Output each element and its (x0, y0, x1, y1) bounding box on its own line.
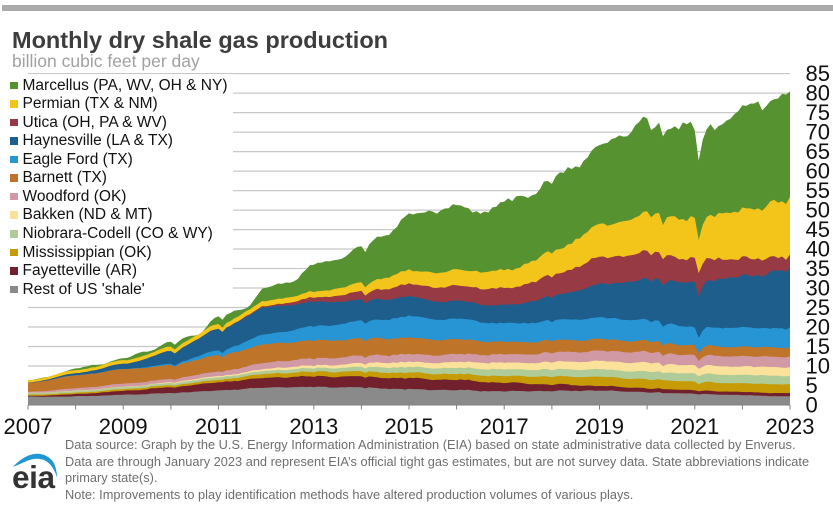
svg-text:2023: 2023 (766, 414, 815, 439)
svg-text:30: 30 (806, 275, 830, 300)
svg-text:2019: 2019 (575, 414, 624, 439)
svg-text:40: 40 (806, 236, 830, 261)
svg-text:10: 10 (806, 353, 830, 378)
svg-text:2015: 2015 (385, 414, 434, 439)
svg-text:70: 70 (806, 119, 830, 144)
svg-text:2021: 2021 (670, 414, 719, 439)
svg-text:2017: 2017 (480, 414, 529, 439)
svg-text:eia: eia (12, 459, 55, 494)
svg-text:45: 45 (806, 217, 830, 242)
svg-text:2013: 2013 (289, 414, 338, 439)
svg-text:35: 35 (806, 256, 830, 281)
svg-text:55: 55 (806, 178, 830, 203)
svg-text:2007: 2007 (4, 414, 53, 439)
svg-text:60: 60 (806, 158, 830, 183)
svg-text:50: 50 (806, 197, 830, 222)
svg-text:5: 5 (806, 373, 818, 398)
svg-text:15: 15 (806, 334, 830, 359)
svg-text:75: 75 (806, 100, 830, 125)
svg-text:2009: 2009 (99, 414, 148, 439)
svg-text:65: 65 (806, 139, 830, 164)
svg-text:2011: 2011 (195, 414, 242, 439)
svg-text:85: 85 (806, 61, 830, 86)
svg-text:25: 25 (806, 295, 830, 320)
svg-text:80: 80 (806, 80, 830, 105)
svg-text:0: 0 (806, 392, 818, 417)
svg-text:20: 20 (806, 314, 830, 339)
